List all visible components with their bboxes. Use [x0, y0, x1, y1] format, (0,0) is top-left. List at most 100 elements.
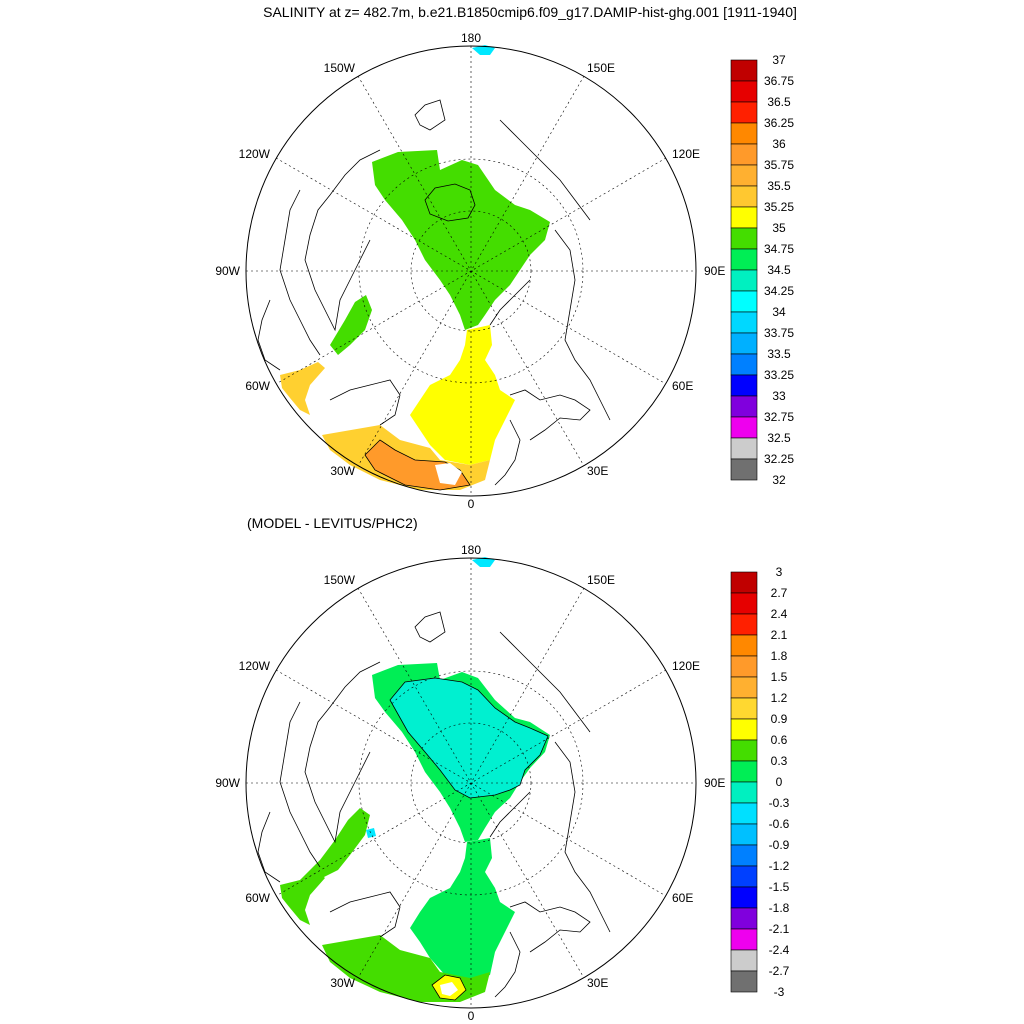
top-map-fills [280, 45, 550, 491]
top-colorbar-swatch [730, 353, 758, 376]
bottom-colorbar-tick-label: 0 [776, 775, 783, 789]
bottom-map-boundary [245, 557, 697, 1009]
bottom-colorbar-tick-label: -3 [774, 985, 785, 999]
top-colorbar-swatch [730, 311, 758, 334]
bottom-map-grid [246, 558, 696, 1008]
top-colorbar-tick-label: 34.75 [764, 242, 794, 256]
bottom-colorbar-tick-label: -0.3 [769, 796, 790, 810]
bottom-colorbar-swatch [730, 907, 758, 930]
top-colorbar-swatch [730, 395, 758, 418]
top-colorbar-swatch [730, 374, 758, 397]
top-colorbar-tick-label: 37 [772, 53, 786, 67]
top-colorbar-tick-label: 36 [772, 137, 786, 151]
bottom-colorbar-swatch [730, 760, 758, 783]
top-polar-map: 180 0 90W 90E 150W 120W 150E 120E 60W 30… [215, 31, 725, 510]
bottom-colorbar-swatch [730, 886, 758, 909]
lon-label-30e: 30E [587, 976, 608, 990]
lon-label-150e: 150E [587, 61, 615, 75]
top-colorbar-tick-label: 36.25 [764, 116, 794, 130]
bottom-colorbar-swatch [730, 928, 758, 951]
top-colorbar-tick-label: 34.5 [767, 263, 791, 277]
bottom-colorbar-tick-label: 0.3 [771, 754, 788, 768]
bottom-colorbar-swatch [730, 970, 758, 993]
lon-label-60e: 60E [672, 891, 693, 905]
top-colorbar-tick-label: 33.25 [764, 368, 794, 382]
top-colorbar-swatch [730, 101, 758, 124]
bottom-colorbar-swatch [730, 697, 758, 720]
bottom-colorbar-tick-label: 1.5 [771, 670, 788, 684]
nordic-seas-region [410, 838, 515, 980]
bottom-colorbar-swatch [730, 802, 758, 825]
lon-label-0: 0 [468, 1009, 475, 1023]
top-colorbar-tick-label: 35 [772, 221, 786, 235]
lon-label-60w: 60W [245, 891, 270, 905]
bottom-colorbar-tick-label: 2.7 [771, 586, 788, 600]
bottom-colorbar-tick-label: 2.4 [771, 607, 788, 621]
top-colorbar-tick-label: 32.5 [767, 431, 791, 445]
arctic-basin-cyan-region [389, 677, 549, 799]
bottom-colorbar-swatch [730, 844, 758, 867]
bottom-colorbar-tick-label: 1.2 [771, 691, 788, 705]
lon-label-30e: 30E [587, 464, 608, 478]
arctic-basin-region [372, 150, 550, 330]
bottom-colorbar-tick-label: 0.6 [771, 733, 788, 747]
top-colorbar-tick-label: 36.5 [767, 95, 791, 109]
bottom-colorbar-swatch [730, 634, 758, 657]
bottom-colorbar-swatch [730, 823, 758, 846]
top-colorbar-tick-label: 34.25 [764, 284, 794, 298]
baffin-bay-region [330, 295, 372, 355]
bottom-colorbar-tick-label: -0.9 [769, 838, 790, 852]
lon-label-60w: 60W [245, 379, 270, 393]
bottom-colorbar-swatch [730, 655, 758, 678]
bottom-colorbar-swatch [730, 949, 758, 972]
bottom-map-lon-labels: 180 0 90W 90E 150W 120W 150E 120E 60W 30… [215, 543, 725, 1023]
bottom-colorbar-tick-label: -1.2 [769, 859, 790, 873]
bottom-colorbar-swatch [730, 613, 758, 636]
figure-title: SALINITY at z= 482.7m, b.e21.B1850cmip6.… [263, 4, 797, 20]
top-colorbar-tick-label: 35.75 [764, 158, 794, 172]
bottom-colorbar-tick-label: -1.5 [769, 880, 790, 894]
bottom-colorbar-swatch [730, 676, 758, 699]
top-colorbar-tick-label: 33.75 [764, 326, 794, 340]
top-colorbar-tick-label: 32.75 [764, 410, 794, 424]
bottom-colorbar-tick-label: -2.4 [769, 943, 790, 957]
top-colorbar-swatch [730, 227, 758, 250]
bottom-colorbar-swatch [730, 865, 758, 888]
top-colorbar-swatch [730, 437, 758, 460]
top-colorbar-swatch [730, 185, 758, 208]
top-colorbar-swatch [730, 416, 758, 439]
bottom-colorbar-tick-label: 3 [776, 565, 783, 579]
top-colorbar-tick-label: 36.75 [764, 74, 794, 88]
top-map-boundary [245, 45, 697, 497]
bottom-colorbar-tick-label: 0.9 [771, 712, 788, 726]
lon-label-180: 180 [461, 31, 481, 45]
lon-label-90w: 90W [215, 776, 240, 790]
top-map-lon-labels: 180 0 90W 90E 150W 120W 150E 120E 60W 30… [215, 31, 725, 510]
difference-subtitle: (MODEL - LEVITUS/PHC2) [247, 515, 418, 531]
top-colorbar-swatch [730, 143, 758, 166]
top-map-coastlines [257, 99, 611, 486]
top-colorbar-swatch [730, 248, 758, 271]
top-colorbar-tick-label: 33.5 [767, 347, 791, 361]
bottom-map-fills [280, 557, 550, 1002]
top-colorbar-swatch [730, 332, 758, 355]
top-colorbar-swatch [730, 122, 758, 145]
top-colorbar-tick-label: 32.25 [764, 452, 794, 466]
baffin-lime-region [300, 808, 370, 880]
top-colorbar-swatch [730, 458, 758, 481]
lon-label-90e: 90E [704, 264, 725, 278]
lon-label-30w: 30W [330, 976, 355, 990]
lon-label-150e: 150E [587, 573, 615, 587]
bottom-colorbar-tick-label: -2.1 [769, 922, 790, 936]
bottom-colorbar-swatch [730, 781, 758, 804]
lon-label-120w: 120W [239, 147, 271, 161]
top-colorbar-swatch [730, 206, 758, 229]
bottom-colorbar-swatch [730, 739, 758, 762]
top-colorbar-tick-label: 34 [772, 305, 786, 319]
bottom-colorbar-tick-label: -2.7 [769, 964, 790, 978]
top-colorbar-tick-label: 35.25 [764, 200, 794, 214]
lon-label-120w: 120W [239, 659, 271, 673]
basin-contour-core [424, 183, 476, 222]
top-colorbar-tick-label: 32 [772, 473, 786, 487]
top-colorbar-swatch [730, 290, 758, 313]
